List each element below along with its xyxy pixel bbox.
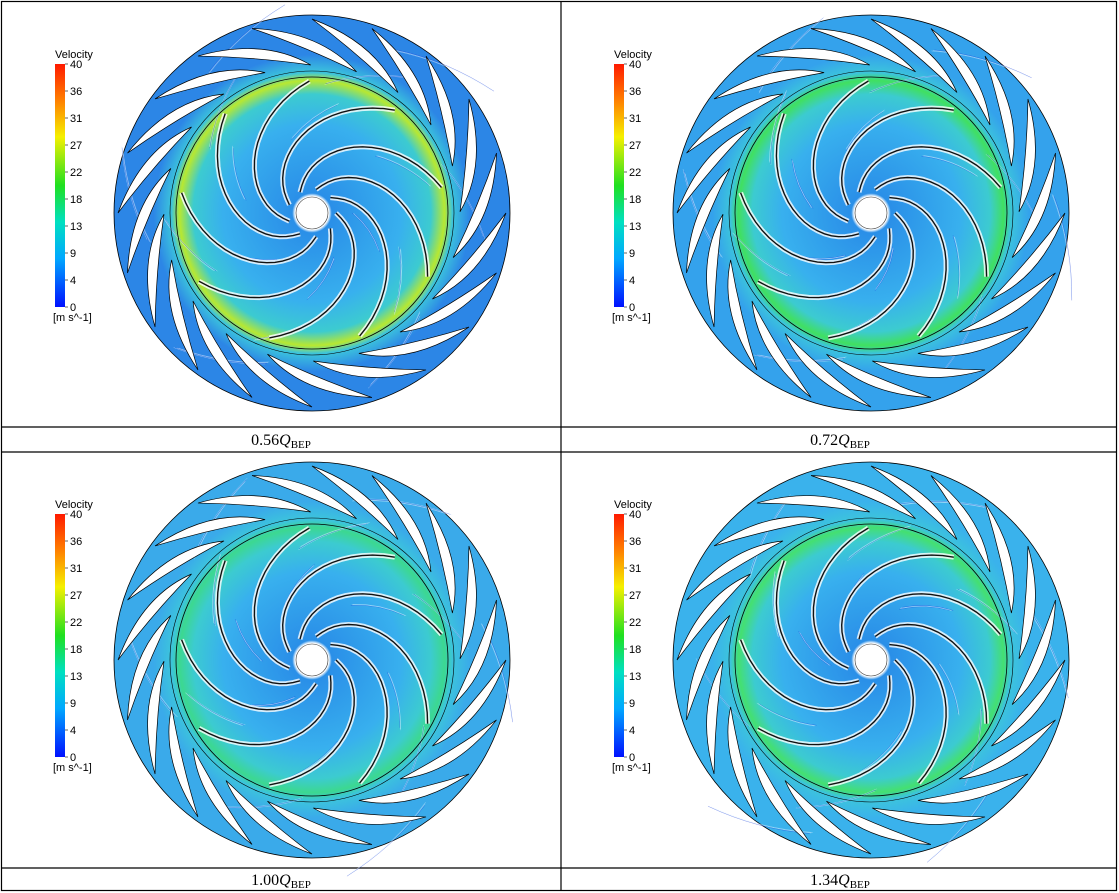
caption: 1.34QBEP	[810, 872, 870, 891]
caption-subscript: BEP	[291, 439, 311, 451]
colorbar-label: 36	[629, 86, 641, 98]
colorbar	[614, 64, 624, 307]
panel: Velocity40363127221813940[m s^-1]0.72QBE…	[612, 15, 1072, 451]
colorbar	[614, 514, 624, 757]
caption: 0.56QBEP	[251, 432, 311, 451]
colorbar-label: 40	[70, 509, 82, 521]
panel: Velocity40363127221813940[m s^-1]1.00QBE…	[53, 462, 513, 891]
colorbar-label: 4	[629, 725, 635, 737]
colorbar-label: 4	[70, 725, 76, 737]
colorbar-label: 4	[70, 275, 76, 287]
colorbar-label: 22	[629, 167, 641, 179]
caption: 0.72QBEP	[810, 432, 870, 451]
colorbar-label: 40	[70, 59, 82, 71]
colorbar-label: 27	[70, 140, 82, 152]
colorbar-label: 9	[70, 248, 76, 260]
colorbar-label: 31	[629, 563, 641, 575]
panel: Velocity40363127221813940[m s^-1]1.34QBE…	[612, 462, 1069, 891]
caption-value: 0.56	[251, 432, 279, 449]
caption-subscript: BEP	[850, 879, 870, 891]
caption: 1.00QBEP	[251, 872, 311, 891]
colorbar-label: 27	[70, 590, 82, 602]
colorbar-label: 18	[70, 644, 82, 656]
caption-symbol: Q	[279, 872, 291, 889]
caption-subscript: BEP	[850, 439, 870, 451]
colorbar	[55, 514, 65, 757]
colorbar-label: 22	[70, 167, 82, 179]
legend-unit: [m s^-1]	[612, 312, 651, 324]
legend-unit: [m s^-1]	[53, 762, 92, 774]
colorbar-label: 36	[70, 536, 82, 548]
colorbar-label: 18	[629, 644, 641, 656]
hub	[296, 644, 328, 676]
colorbar-label: 40	[629, 59, 641, 71]
colorbar-label: 22	[70, 617, 82, 629]
colorbar-label: 13	[70, 671, 82, 683]
caption-value: 0.72	[810, 432, 838, 449]
hub	[296, 197, 328, 229]
colorbar-label: 36	[629, 536, 641, 548]
colorbar-label: 9	[629, 248, 635, 260]
panel: Velocity40363127221813940[m s^-1]0.56QBE…	[53, 5, 510, 451]
hub	[855, 197, 887, 229]
colorbar-label: 31	[70, 563, 82, 575]
caption-symbol: Q	[838, 432, 850, 449]
legend-unit: [m s^-1]	[612, 762, 651, 774]
figure: Velocity40363127221813940[m s^-1]0.56QBE…	[0, 0, 1119, 893]
hub	[855, 644, 887, 676]
caption-symbol: Q	[279, 432, 291, 449]
colorbar-label: 4	[629, 275, 635, 287]
caption-value: 1.00	[251, 872, 279, 889]
caption-subscript: BEP	[291, 879, 311, 891]
colorbar-label: 22	[629, 617, 641, 629]
colorbar-label: 18	[70, 194, 82, 206]
caption-value: 1.34	[810, 872, 838, 889]
colorbar-label: 9	[70, 698, 76, 710]
colorbar-label: 27	[629, 140, 641, 152]
colorbar-label: 9	[629, 698, 635, 710]
colorbar-label: 13	[70, 221, 82, 233]
colorbar-label: 13	[629, 671, 641, 683]
colorbar-label: 31	[70, 113, 82, 125]
colorbar-label: 36	[70, 86, 82, 98]
colorbar	[55, 64, 65, 307]
colorbar-label: 31	[629, 113, 641, 125]
colorbar-label: 27	[629, 590, 641, 602]
colorbar-label: 40	[629, 509, 641, 521]
caption-symbol: Q	[838, 872, 850, 889]
colorbar-label: 18	[629, 194, 641, 206]
colorbar-label: 13	[629, 221, 641, 233]
legend-unit: [m s^-1]	[53, 312, 92, 324]
